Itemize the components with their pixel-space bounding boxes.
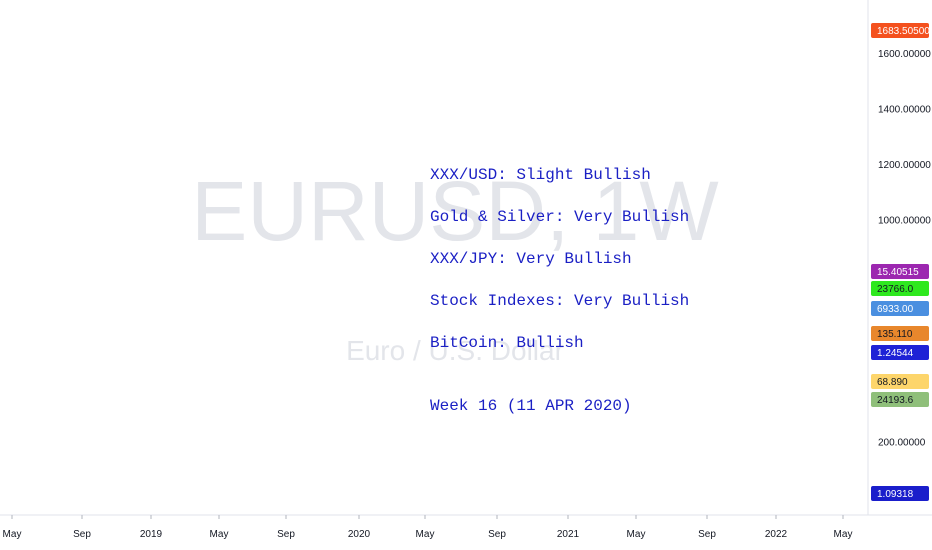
price-tag — [871, 345, 929, 360]
price-tag-label: 1.24544 — [877, 348, 914, 359]
watermark-sub: Euro / U.S. Dollar — [346, 335, 564, 366]
price-tag-label: 135.110 — [877, 329, 913, 340]
price-tag-label: 1.09318 — [877, 489, 914, 500]
price-tag — [871, 301, 929, 316]
x-tick-label: 2022 — [765, 529, 788, 540]
x-tick-label: 2021 — [557, 529, 580, 540]
annotation-gold-silver: Gold & Silver: Very Bullish — [430, 208, 689, 226]
price-tag-label: 15.40515 — [877, 267, 919, 278]
x-tick-label: May — [834, 529, 853, 540]
annotation-week: Week 16 (11 APR 2020) — [430, 397, 632, 415]
y-tick-label: 1600.00000 — [878, 49, 931, 60]
price-axis: 1600.00000 1400.00000 1200.00000 1000.00000… — [867, 0, 931, 515]
time-axis: May Sep 2019 May Sep 2020 May Sep 2021 May Sep 2022… — [0, 514, 932, 540]
price-tag — [871, 392, 929, 407]
price-tag-label: 68.890 — [877, 377, 908, 388]
annotation-stock-indexes: Stock Indexes: Very Bullish — [430, 292, 689, 310]
price-tag — [871, 374, 929, 389]
x-tick-label: May — [416, 529, 435, 540]
watermark-main: EURUSD, 1W — [191, 164, 718, 258]
x-tick-label: Sep — [73, 529, 91, 540]
x-tick-label: 2020 — [348, 529, 371, 540]
price-tag-label: 6933.00 — [877, 304, 914, 315]
x-tick-label: May — [210, 529, 229, 540]
price-tag — [871, 486, 929, 501]
x-tick-label: Sep — [277, 529, 295, 540]
y-tick-label: 200.00000 — [878, 437, 926, 448]
x-tick-label: May — [3, 529, 22, 540]
y-tick-label: 1000.00000 — [878, 215, 931, 226]
price-tag-label: 23766.0 — [877, 284, 914, 295]
x-tick-label: Sep — [488, 529, 506, 540]
price-tag — [871, 281, 929, 296]
price-tag-label: 1683.50500 — [877, 26, 930, 37]
x-tick-label: May — [627, 529, 646, 540]
y-tick-label: 1200.00000 — [878, 160, 931, 171]
x-tick-label: 2019 — [140, 529, 163, 540]
annotation-xxx-usd: XXX/USD: Slight Bullish — [430, 166, 651, 184]
price-tag-label: 24193.6 — [877, 395, 914, 406]
y-tick-label: 1400.00000 — [878, 104, 931, 115]
price-tag — [871, 23, 929, 38]
price-tag — [871, 326, 929, 341]
annotation-bitcoin: BitCoin: Bullish — [430, 334, 584, 352]
price-tag — [871, 264, 929, 279]
annotation-xxx-jpy: XXX/JPY: Very Bullish — [430, 250, 632, 268]
x-tick-label: Sep — [698, 529, 716, 540]
